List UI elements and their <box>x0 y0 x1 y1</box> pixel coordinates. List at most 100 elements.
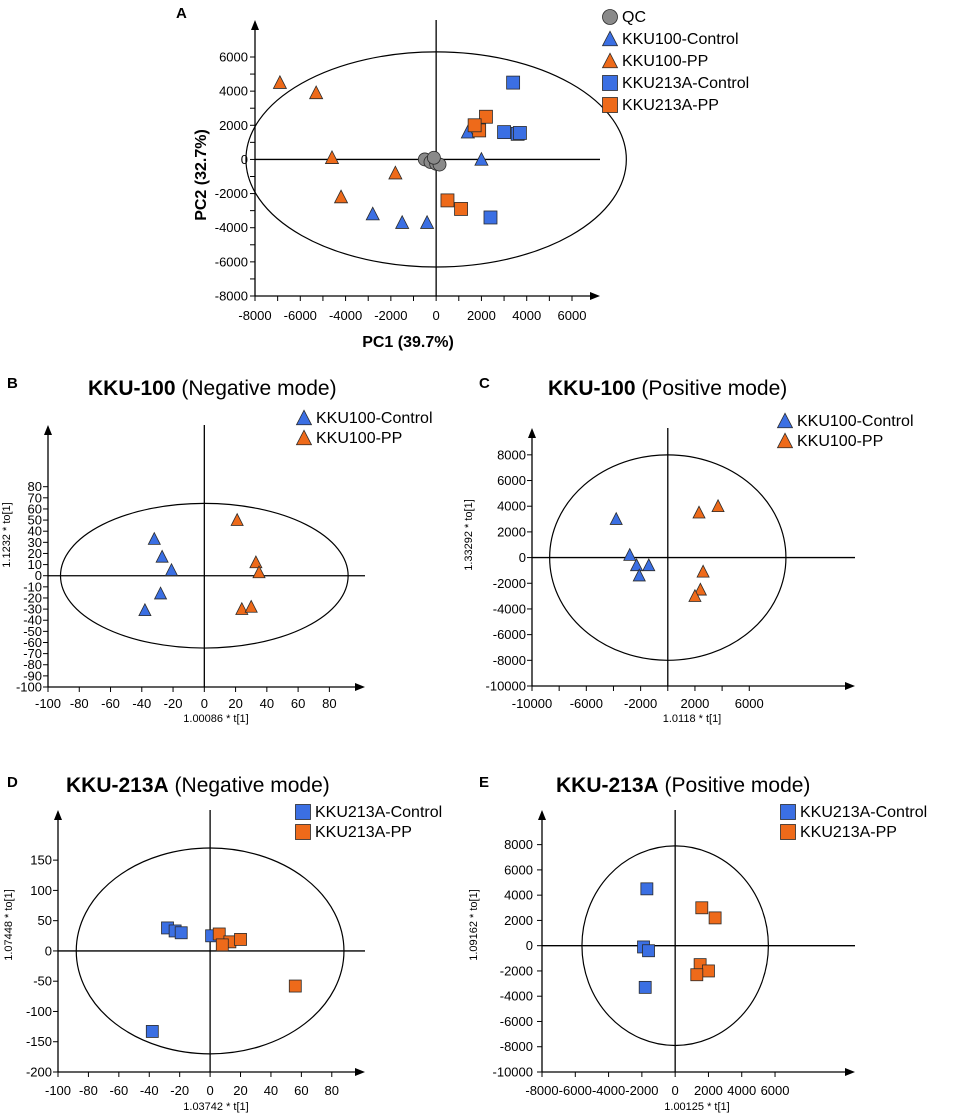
y-tick-label: -100 <box>16 680 42 695</box>
legend-marker <box>776 432 794 449</box>
panel-a: A-8000 -6000 -4000 -2000 0 2000 4000 6000-8000-… <box>176 5 749 351</box>
data-point <box>693 582 708 596</box>
x-axis-label: 1.0118 * t[1] <box>663 713 722 725</box>
y-tick-label: 60 <box>28 501 42 516</box>
x-tick-label: 4000 <box>727 1083 756 1098</box>
panel-title: KKU-213A (Negative mode) <box>66 774 330 797</box>
panel-title-bold: KKU-100 <box>548 377 636 400</box>
y-tick-label: -2000 <box>215 186 248 201</box>
series-kku100-control <box>138 531 179 617</box>
y-tick-label: -2000 <box>493 576 526 591</box>
data-point <box>249 555 263 569</box>
x-tick-label: 6000 <box>558 308 587 323</box>
data-point <box>153 586 168 600</box>
panel-e: E KKU-213A (Positive mode)-8000 -6000 -4000… <box>468 774 927 1113</box>
data-point <box>147 531 161 545</box>
y-tick-label: 2000 <box>504 913 533 928</box>
y-tick-label: -2000 <box>500 963 533 978</box>
panel-title-bold: KKU-213A <box>556 774 659 797</box>
x-tick-label: 6000 <box>761 1083 790 1098</box>
x-tick-label: 40 <box>260 696 274 711</box>
x-axis-label: 1.03742 * t[1] <box>183 1101 248 1113</box>
x-axis-arrow <box>845 1068 855 1076</box>
data-point <box>690 968 704 982</box>
y-tick-label: 10 <box>28 557 42 572</box>
y-tick-label: 2000 <box>219 118 248 133</box>
data-point <box>642 944 655 958</box>
y-tick-label: 6000 <box>504 862 533 877</box>
y-axis-label: 1.07448 * to[1] <box>3 889 15 961</box>
x-tick-label: -6000 <box>570 696 603 711</box>
y-tick-label: 4000 <box>504 888 533 903</box>
y-tick-label: 30 <box>28 535 42 550</box>
data-point <box>155 549 169 563</box>
y-tick-label: -20 <box>23 590 42 605</box>
legend-marker <box>601 30 619 47</box>
data-point <box>138 602 152 617</box>
series-kku100-control <box>609 511 656 582</box>
series-kku213a-control <box>145 921 219 1038</box>
data-point <box>474 151 489 166</box>
x-tick-label: -80 <box>70 696 89 711</box>
data-point <box>467 118 482 133</box>
x-axis-arrow <box>355 1068 365 1076</box>
x-tick-label: 40 <box>264 1083 278 1098</box>
y-tick-label: -200 <box>26 1065 52 1080</box>
legend-label: KKU213A-PP <box>622 97 719 114</box>
x-tick-label: -20 <box>164 696 183 711</box>
y-tick-label: -40 <box>23 613 42 628</box>
x-tick-label: -2000 <box>374 308 407 323</box>
x-tick-label: -20 <box>170 1083 189 1098</box>
series-kku100-pp <box>688 498 725 602</box>
data-point <box>640 882 654 896</box>
legend: KKU100-Control KKU100-PP <box>295 409 433 447</box>
data-point <box>272 74 288 89</box>
data-point <box>479 109 493 124</box>
series-kku213a-control <box>483 75 527 225</box>
x-axis-label: 1.00125 * t[1] <box>664 1101 729 1113</box>
y-tick-label: -4000 <box>215 220 248 235</box>
data-point <box>308 85 324 100</box>
legend-marker <box>780 824 796 840</box>
data-point <box>696 564 710 578</box>
y-axis-arrow <box>54 810 62 820</box>
y-tick-label: 0 <box>241 152 248 167</box>
panel-title-mode: (Negative mode) <box>176 377 337 400</box>
y-axis-label: PC2 (32.7%) <box>193 129 210 221</box>
y-tick-label: 50 <box>38 913 52 928</box>
y-tick-label: 40 <box>28 524 42 539</box>
panel-d: D KKU-213A (Negative mode) -100 -80 -60 -40 -2… <box>3 774 442 1113</box>
panel-title-mode: (Positive mode) <box>636 377 788 400</box>
data-point <box>513 126 527 140</box>
x-tick-label: -60 <box>109 1083 128 1098</box>
x-axis-label: 1.00086 * t[1] <box>183 713 248 725</box>
x-tick-label: -40 <box>132 696 151 711</box>
data-point <box>164 562 179 576</box>
legend-label: KKU213A-Control <box>622 75 749 92</box>
data-point <box>623 547 637 561</box>
x-axis-arrow <box>355 683 365 691</box>
y-axis-arrow <box>538 810 546 820</box>
legend-marker <box>780 804 796 820</box>
y-tick-label: -90 <box>23 668 42 683</box>
panel-title: KKU-213A (Positive mode) <box>556 774 810 797</box>
data-point <box>497 125 511 140</box>
y-axis-arrow <box>251 20 259 30</box>
data-point <box>695 901 709 915</box>
y-tick-label: -6000 <box>493 627 526 642</box>
data-point <box>324 149 340 164</box>
y-tick-label: -4000 <box>500 989 533 1004</box>
data-point <box>388 165 403 180</box>
y-tick-label: 6000 <box>219 50 248 65</box>
x-tick-label: 20 <box>233 1083 247 1098</box>
data-point <box>702 964 715 978</box>
x-tick-label: 2000 <box>467 308 496 323</box>
y-tick-label: 80 <box>28 479 42 494</box>
y-tick-label: -10 <box>23 579 42 594</box>
panel-letter: B <box>7 375 18 392</box>
y-tick-label: -10000 <box>486 679 526 694</box>
y-tick-label: -4000 <box>493 601 526 616</box>
x-tick-label: -2000 <box>625 1083 658 1098</box>
panel-letter: C <box>479 375 490 392</box>
